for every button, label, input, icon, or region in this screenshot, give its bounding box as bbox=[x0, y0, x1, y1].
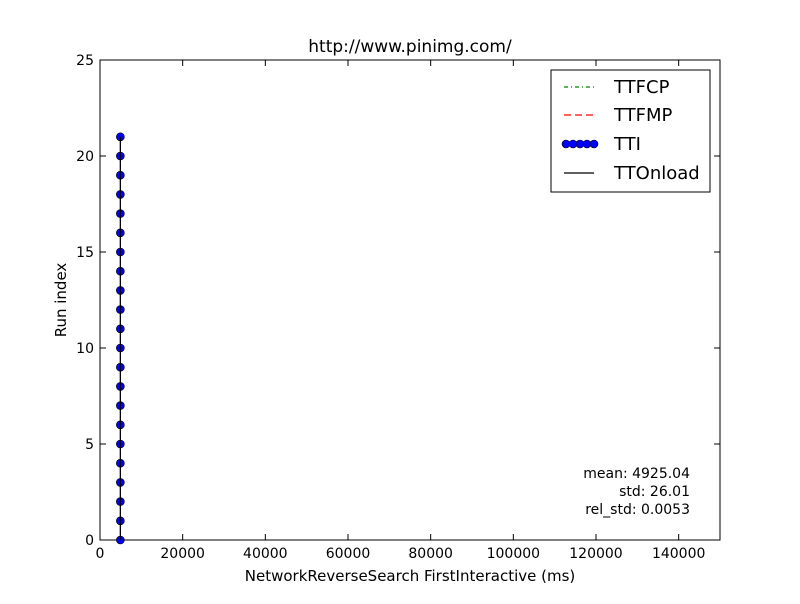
legend-label-ttonload: TTOnload bbox=[613, 163, 700, 184]
plot-area: 0 20000 40000 60000 80000 100000 120000 140000 0… bbox=[76, 53, 721, 562]
series-layer bbox=[116, 132, 125, 545]
y-tick-label: 0 bbox=[85, 533, 94, 549]
stats-mean: mean: 4925.04 bbox=[583, 466, 690, 482]
legend: TTFCP TTFMP TTI TTOnload bbox=[550, 69, 711, 193]
x-tick-label: 60000 bbox=[326, 546, 371, 562]
y-tick-label: 15 bbox=[76, 245, 94, 261]
x-tick-label: 80000 bbox=[408, 546, 453, 562]
stats-rel-std: rel_std: 0.0053 bbox=[585, 502, 690, 518]
legend-swatch-tti-marker bbox=[589, 139, 599, 149]
x-tick-label: 100000 bbox=[487, 546, 540, 562]
stats-annotation: mean: 4925.04 std: 26.01 rel_std: 0.0053 bbox=[583, 466, 690, 518]
legend-entry-ttfmp: TTFMP bbox=[564, 105, 673, 126]
x-tick-label: 0 bbox=[96, 546, 105, 562]
y-axis-label: Run index bbox=[52, 263, 70, 338]
y-tick-label: 10 bbox=[76, 341, 94, 357]
y-tick-label: 25 bbox=[76, 53, 94, 69]
x-tick-label: 140000 bbox=[652, 546, 705, 562]
y-tick-label: 20 bbox=[76, 149, 94, 165]
x-axis-label: NetworkReverseSearch FirstInteractive (m… bbox=[245, 567, 576, 585]
y-tick-label: 5 bbox=[85, 437, 94, 453]
legend-entry-ttonload: TTOnload bbox=[564, 163, 700, 184]
legend-label-ttfmp: TTFMP bbox=[613, 105, 673, 126]
plot-frame bbox=[99, 59, 721, 541]
x-tick-label: 40000 bbox=[243, 546, 288, 562]
legend-entry-ttfcp: TTFCP bbox=[564, 77, 670, 98]
legend-label-ttfcp: TTFCP bbox=[613, 77, 670, 98]
x-tick-label: 120000 bbox=[569, 546, 622, 562]
legend-entry-tti: TTI bbox=[561, 134, 641, 155]
axis-ticks: 0 20000 40000 60000 80000 100000 120000 140000 0… bbox=[76, 53, 720, 562]
stats-std: std: 26.01 bbox=[619, 484, 690, 500]
x-tick-label: 20000 bbox=[160, 546, 205, 562]
legend-label-tti: TTI bbox=[613, 134, 641, 155]
chart-title: http://www.pinimg.com/ bbox=[308, 37, 512, 57]
legend-box bbox=[550, 69, 711, 193]
